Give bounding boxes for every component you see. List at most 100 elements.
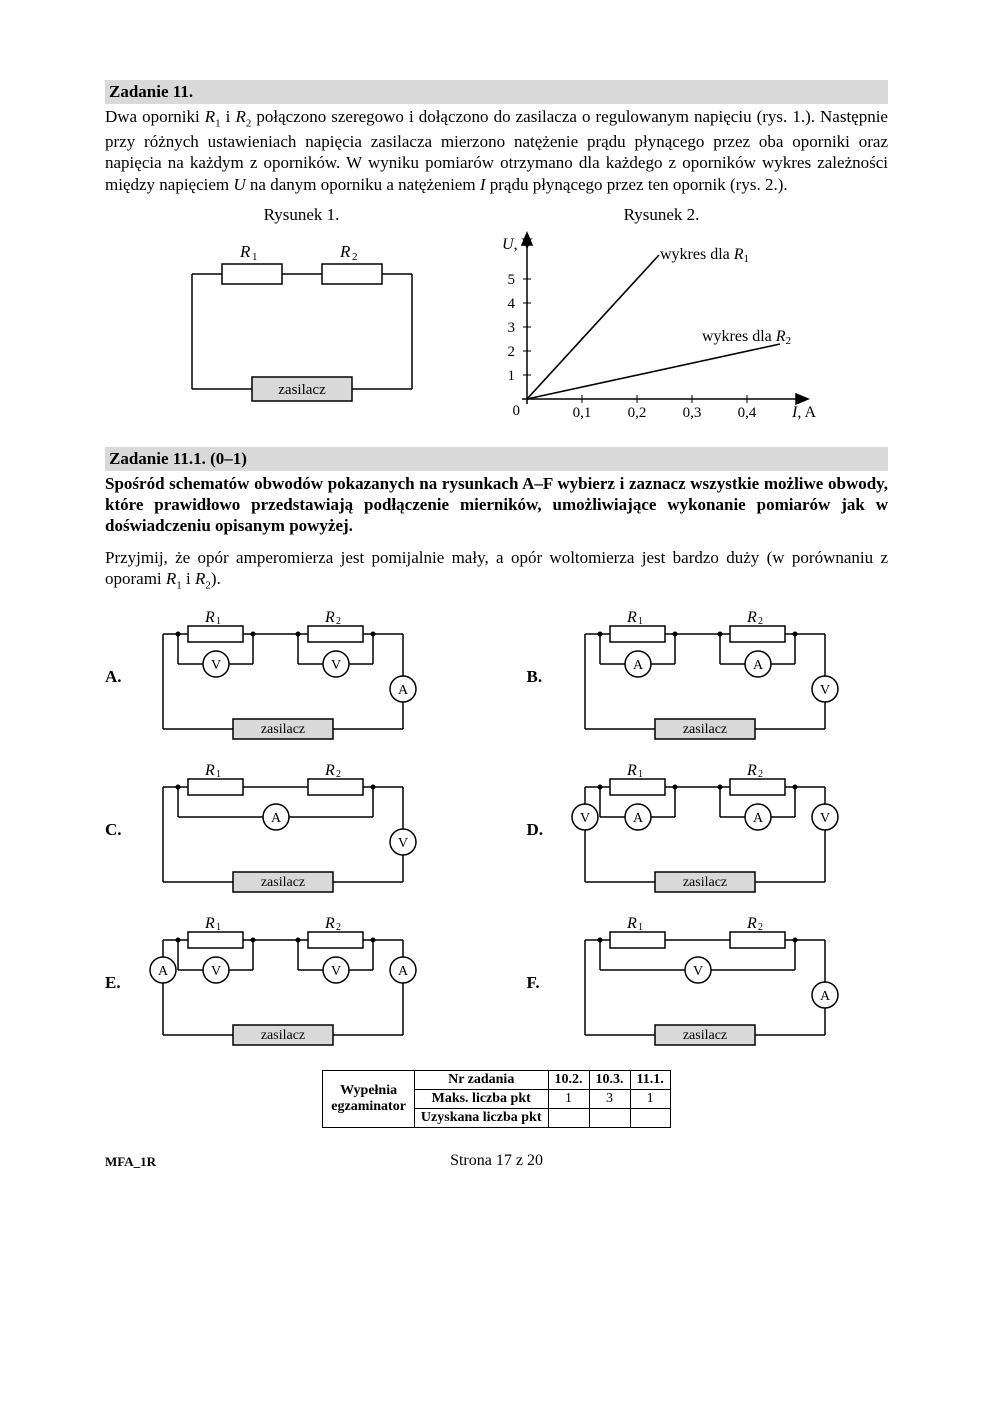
svg-text:zasilacz: zasilacz [278, 382, 326, 398]
svg-text:R: R [626, 609, 637, 626]
svg-text:0: 0 [512, 403, 520, 419]
svg-text:zasilacz: zasilacz [261, 875, 305, 890]
svg-text:4: 4 [507, 296, 515, 312]
fig1-title: Rysunek 1. [264, 205, 340, 225]
option-d[interactable]: D. [527, 762, 889, 897]
svg-text:zasilacz: zasilacz [682, 722, 726, 737]
svg-text:1: 1 [638, 616, 643, 627]
option-d-label: D. [527, 820, 555, 840]
svg-text:R: R [324, 762, 335, 779]
task-11-1-plain: Przyjmij, że opór amperomierza jest pomi… [105, 547, 888, 593]
svg-text:V: V [211, 964, 221, 979]
svg-text:1: 1 [638, 922, 643, 933]
svg-text:A: A [158, 964, 169, 979]
circuit-options: A. [105, 609, 888, 1050]
svg-text:0,2: 0,2 [627, 405, 646, 421]
svg-text:2: 2 [758, 616, 763, 627]
svg-text:zasilacz: zasilacz [261, 1028, 305, 1043]
figure-2-chart: 1 2 3 4 5 0 0,1 0,2 0,3 0,4 U, V [482, 229, 842, 429]
svg-text:2: 2 [758, 769, 763, 780]
svg-text:wykres dla R1: wykres dla R1 [660, 246, 749, 265]
svg-text:A: A [632, 658, 643, 673]
svg-text:2: 2 [352, 251, 358, 263]
svg-text:A: A [398, 964, 409, 979]
svg-text:2: 2 [507, 344, 515, 360]
svg-text:R: R [339, 242, 351, 261]
svg-text:R: R [746, 609, 757, 626]
svg-text:V: V [211, 658, 221, 673]
score-got-label: Uzyskana liczba pkt [414, 1109, 548, 1128]
svg-text:2: 2 [758, 922, 763, 933]
score-got-103[interactable] [589, 1109, 630, 1128]
task-11-intro: Dwa oporniki R1 i R2 połączono szeregowo… [105, 106, 888, 195]
svg-text:V: V [331, 964, 341, 979]
svg-text:R: R [204, 609, 215, 626]
svg-text:zasilacz: zasilacz [261, 722, 305, 737]
score-got-111[interactable] [630, 1109, 670, 1128]
svg-text:R: R [324, 915, 335, 932]
svg-text:U, V: U, V [502, 236, 533, 253]
score-max-102: 1 [548, 1090, 589, 1109]
svg-text:V: V [579, 811, 589, 826]
option-b-label: B. [527, 667, 555, 687]
svg-text:R: R [746, 915, 757, 932]
score-table: Wypełniaegzaminator Nr zadania 10.2. 10.… [322, 1070, 670, 1128]
task-11-1-header: Zadanie 11.1. (0–1) [105, 447, 888, 471]
svg-text:R: R [626, 762, 637, 779]
score-got-102[interactable] [548, 1109, 589, 1128]
page-number: Strona 17 z 20 [105, 1152, 888, 1170]
option-c-label: C. [105, 820, 133, 840]
score-max-111: 1 [630, 1090, 670, 1109]
score-table-filler: Wypełniaegzaminator [323, 1071, 415, 1128]
svg-text:1: 1 [216, 616, 221, 627]
svg-text:1: 1 [216, 769, 221, 780]
svg-text:2: 2 [336, 769, 341, 780]
score-col-nr: Nr zadania [414, 1071, 548, 1090]
svg-text:1: 1 [252, 251, 258, 263]
score-col-102: 10.2. [548, 1071, 589, 1090]
svg-text:5: 5 [507, 272, 515, 288]
option-c[interactable]: C. R1 R [105, 762, 467, 897]
option-a-circuit: R1 R2 V V A zasilacz [133, 609, 433, 744]
svg-text:R: R [239, 242, 251, 261]
option-b[interactable]: B. R1 R [527, 609, 889, 744]
svg-text:V: V [819, 811, 829, 826]
svg-text:2: 2 [336, 616, 341, 627]
svg-text:wykres dla R2: wykres dla R2 [702, 328, 791, 347]
option-e-label: E. [105, 973, 133, 993]
svg-text:A: A [752, 811, 763, 826]
svg-text:2: 2 [336, 922, 341, 933]
option-e-circuit: R1 R2 A V V A zasilacz [133, 915, 433, 1050]
task-11-header: Zadanie 11. [105, 80, 888, 104]
option-c-circuit: R1 R2 A V zasilacz [133, 762, 433, 897]
option-b-circuit: R1 R2 A A V zasilacz [555, 609, 855, 744]
svg-text:A: A [398, 683, 409, 698]
svg-text:A: A [819, 989, 830, 1004]
svg-text:1: 1 [507, 368, 515, 384]
option-a[interactable]: A. [105, 609, 467, 744]
option-e[interactable]: E. [105, 915, 467, 1050]
svg-text:R: R [746, 762, 757, 779]
svg-text:V: V [331, 658, 341, 673]
svg-text:A: A [752, 658, 763, 673]
svg-text:R: R [204, 762, 215, 779]
score-col-111: 11.1. [630, 1071, 670, 1090]
option-f-label: F. [527, 973, 555, 993]
svg-text:0,4: 0,4 [737, 405, 756, 421]
svg-text:V: V [819, 683, 829, 698]
score-col-103: 10.3. [589, 1071, 630, 1090]
svg-text:1: 1 [216, 922, 221, 933]
svg-text:R: R [324, 609, 335, 626]
svg-text:V: V [398, 836, 408, 851]
option-a-label: A. [105, 667, 133, 687]
svg-text:zasilacz: zasilacz [682, 875, 726, 890]
svg-text:1: 1 [638, 769, 643, 780]
option-d-circuit: R1 R2 V A A V zasilacz [555, 762, 855, 897]
svg-text:0,3: 0,3 [682, 405, 701, 421]
task-11-1-bold: Spośród schematów obwodów pokazanych na … [105, 473, 888, 537]
option-f[interactable]: F. R1 R [527, 915, 889, 1050]
svg-text:A: A [271, 811, 282, 826]
option-f-circuit: R1 R2 V A zasilacz [555, 915, 855, 1050]
svg-text:V: V [692, 964, 702, 979]
svg-text:A: A [632, 811, 643, 826]
